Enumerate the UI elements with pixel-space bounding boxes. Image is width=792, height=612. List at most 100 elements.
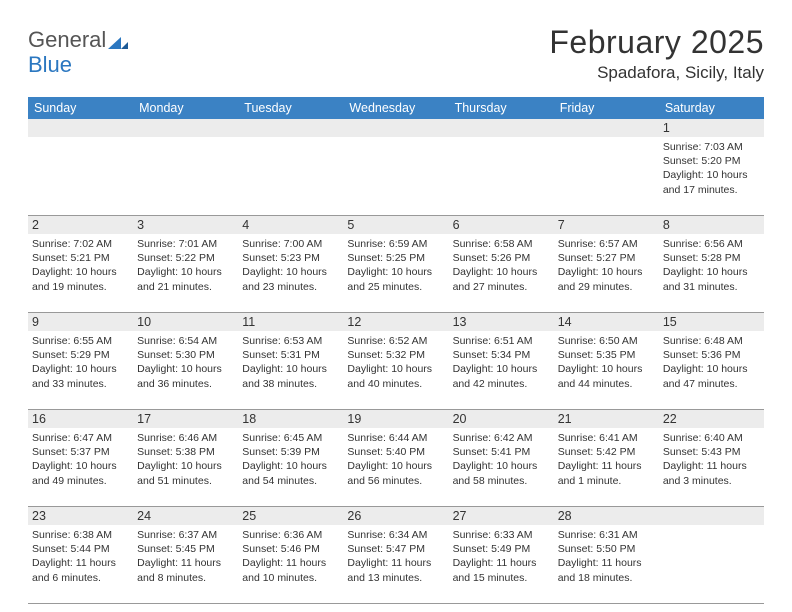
- sunset-text: Sunset: 5:38 PM: [137, 445, 234, 459]
- sunset-text: Sunset: 5:37 PM: [32, 445, 129, 459]
- day-cell: [343, 137, 448, 215]
- sunrise-text: Sunrise: 6:59 AM: [347, 237, 444, 251]
- sunset-text: Sunset: 5:29 PM: [32, 348, 129, 362]
- day-cell: [449, 137, 554, 215]
- sunset-text: Sunset: 5:23 PM: [242, 251, 339, 265]
- day-number: [659, 507, 764, 525]
- week-block: 9101112131415 Sunrise: 6:55 AMSunset: 5:2…: [28, 313, 764, 410]
- daynum-row: 2345678: [28, 216, 764, 234]
- sunrise-text: Sunrise: 6:37 AM: [137, 528, 234, 542]
- day-number: [449, 119, 554, 137]
- week-row: Sunrise: 7:03 AMSunset: 5:20 PMDaylight:…: [28, 137, 764, 215]
- day-cell: Sunrise: 6:38 AMSunset: 5:44 PMDaylight:…: [28, 525, 133, 603]
- sunset-text: Sunset: 5:21 PM: [32, 251, 129, 265]
- daylight-text: Daylight: 11 hours and 13 minutes.: [347, 556, 444, 584]
- daylight-text: Daylight: 11 hours and 18 minutes.: [558, 556, 655, 584]
- daylight-text: Daylight: 10 hours and 47 minutes.: [663, 362, 760, 390]
- sunset-text: Sunset: 5:25 PM: [347, 251, 444, 265]
- daylight-text: Daylight: 10 hours and 25 minutes.: [347, 265, 444, 293]
- daylight-text: Daylight: 10 hours and 29 minutes.: [558, 265, 655, 293]
- week-block: 232425262728Sunrise: 6:38 AMSunset: 5:44…: [28, 507, 764, 604]
- sunrise-text: Sunrise: 6:44 AM: [347, 431, 444, 445]
- weekday-label: Tuesday: [238, 97, 343, 119]
- day-number: 7: [554, 216, 659, 234]
- sunset-text: Sunset: 5:26 PM: [453, 251, 550, 265]
- day-number: 21: [554, 410, 659, 428]
- week-row: Sunrise: 6:38 AMSunset: 5:44 PMDaylight:…: [28, 525, 764, 603]
- day-cell: Sunrise: 6:45 AMSunset: 5:39 PMDaylight:…: [238, 428, 343, 506]
- day-number: 6: [449, 216, 554, 234]
- weekday-label: Thursday: [449, 97, 554, 119]
- sunrise-text: Sunrise: 6:51 AM: [453, 334, 550, 348]
- day-number: 3: [133, 216, 238, 234]
- week-block: 1Sunrise: 7:03 AMSunset: 5:20 PMDaylight…: [28, 119, 764, 216]
- daylight-text: Daylight: 10 hours and 51 minutes.: [137, 459, 234, 487]
- sunset-text: Sunset: 5:32 PM: [347, 348, 444, 362]
- daylight-text: Daylight: 11 hours and 3 minutes.: [663, 459, 760, 487]
- day-number: 25: [238, 507, 343, 525]
- daylight-text: Daylight: 11 hours and 15 minutes.: [453, 556, 550, 584]
- day-number: 19: [343, 410, 448, 428]
- sunset-text: Sunset: 5:22 PM: [137, 251, 234, 265]
- day-number: 27: [449, 507, 554, 525]
- week-block: 16171819202122Sunrise: 6:47 AMSunset: 5:…: [28, 410, 764, 507]
- week-row: Sunrise: 7:02 AMSunset: 5:21 PM Daylight:…: [28, 234, 764, 312]
- sunrise-text: Sunrise: 6:38 AM: [32, 528, 129, 542]
- day-number: 24: [133, 507, 238, 525]
- day-number: 1: [659, 119, 764, 137]
- daylight-text: Daylight: 10 hours and 27 minutes.: [453, 265, 550, 293]
- sunset-text: Sunset: 5:45 PM: [137, 542, 234, 556]
- day-number: 13: [449, 313, 554, 331]
- daylight-text: Daylight: 10 hours and 58 minutes.: [453, 459, 550, 487]
- header: GeneralBlue February 2025 Spadafora, Sic…: [28, 24, 764, 83]
- sunset-text: Sunset: 5:30 PM: [137, 348, 234, 362]
- day-number: [343, 119, 448, 137]
- day-number: 5: [343, 216, 448, 234]
- day-number: 20: [449, 410, 554, 428]
- sunrise-text: Sunrise: 6:48 AM: [663, 334, 760, 348]
- day-cell: Sunrise: 7:00 AMSunset: 5:23 PMDaylight:…: [238, 234, 343, 312]
- day-cell: [133, 137, 238, 215]
- day-cell: [554, 137, 659, 215]
- day-cell: Sunrise: 6:37 AMSunset: 5:45 PMDaylight:…: [133, 525, 238, 603]
- day-cell: [659, 525, 764, 603]
- day-cell: Sunrise: 6:40 AMSunset: 5:43 PMDaylight:…: [659, 428, 764, 506]
- brand-part2: Blue: [28, 52, 72, 77]
- daylight-text: Daylight: 10 hours and 49 minutes.: [32, 459, 129, 487]
- day-cell: Sunrise: 6:36 AMSunset: 5:46 PMDaylight:…: [238, 525, 343, 603]
- day-cell: Sunrise: 6:57 AMSunset: 5:27 PMDaylight:…: [554, 234, 659, 312]
- daynum-row: 9101112131415: [28, 313, 764, 331]
- day-number: [554, 119, 659, 137]
- sunrise-text: Sunrise: 6:53 AM: [242, 334, 339, 348]
- sunrise-text: Sunrise: 6:33 AM: [453, 528, 550, 542]
- day-cell: Sunrise: 6:31 AMSunset: 5:50 PMDaylight:…: [554, 525, 659, 603]
- day-number: 11: [238, 313, 343, 331]
- location-text: Spadafora, Sicily, Italy: [549, 63, 764, 83]
- title-block: February 2025 Spadafora, Sicily, Italy: [549, 24, 764, 83]
- sunrise-text: Sunrise: 7:02 AM: [32, 237, 129, 251]
- daylight-text: Daylight: 11 hours and 1 minute.: [558, 459, 655, 487]
- sunset-text: Sunset: 5:50 PM: [558, 542, 655, 556]
- sunset-text: Sunset: 5:35 PM: [558, 348, 655, 362]
- day-number: 28: [554, 507, 659, 525]
- day-number: 9: [28, 313, 133, 331]
- weeks-container: 1Sunrise: 7:03 AMSunset: 5:20 PMDaylight…: [28, 119, 764, 604]
- weekday-label: Saturday: [659, 97, 764, 119]
- sunset-text: Sunset: 5:36 PM: [663, 348, 760, 362]
- month-title: February 2025: [549, 24, 764, 61]
- brand-part1: General: [28, 27, 106, 52]
- day-cell: Sunrise: 6:46 AMSunset: 5:38 PMDaylight:…: [133, 428, 238, 506]
- day-number: 17: [133, 410, 238, 428]
- day-number: 14: [554, 313, 659, 331]
- daylight-text: Daylight: 11 hours and 6 minutes.: [32, 556, 129, 584]
- sunrise-text: Sunrise: 6:56 AM: [663, 237, 760, 251]
- day-number: 8: [659, 216, 764, 234]
- daylight-text: Daylight: 10 hours and 31 minutes.: [663, 265, 760, 293]
- day-cell: Sunrise: 6:58 AMSunset: 5:26 PMDaylight:…: [449, 234, 554, 312]
- week-row: Sunrise: 6:47 AMSunset: 5:37 PMDaylight:…: [28, 428, 764, 506]
- day-cell: Sunrise: 7:01 AMSunset: 5:22 PMDaylight:…: [133, 234, 238, 312]
- sunrise-text: Sunrise: 6:41 AM: [558, 431, 655, 445]
- sunrise-text: Sunrise: 6:55 AM: [32, 334, 129, 348]
- sunset-text: Sunset: 5:47 PM: [347, 542, 444, 556]
- day-cell: Sunrise: 6:44 AMSunset: 5:40 PMDaylight:…: [343, 428, 448, 506]
